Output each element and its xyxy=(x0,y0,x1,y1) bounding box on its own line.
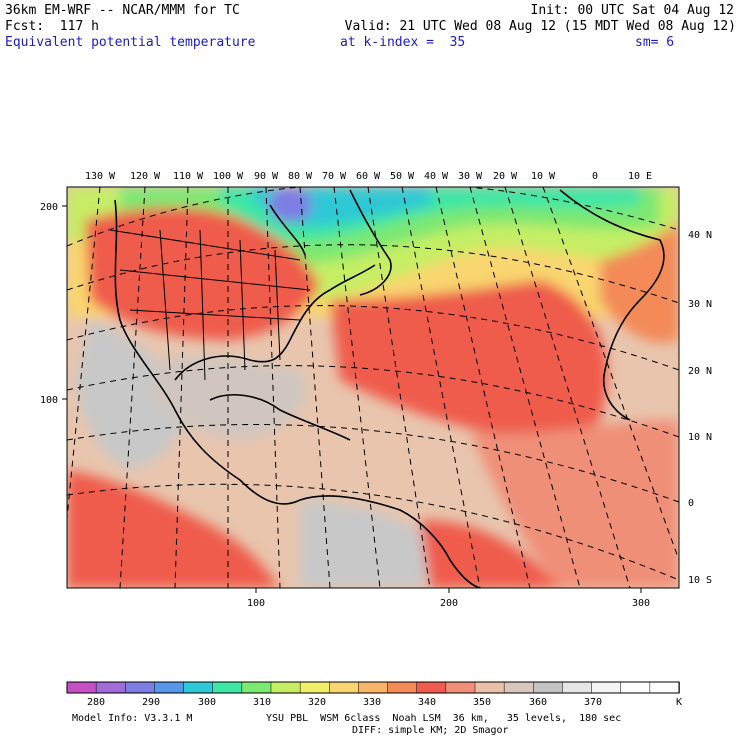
colorbar-tick-label: 280 xyxy=(87,697,105,708)
model-title: 36km EM-WRF -- NCAR/MMM for TC xyxy=(5,3,240,18)
temperature-field xyxy=(67,187,679,588)
colorbar-tick-label: 330 xyxy=(363,697,381,708)
map-ticks xyxy=(62,205,642,593)
colorbar-swatch xyxy=(533,681,564,694)
lon-label: 110 W xyxy=(173,171,204,182)
colorbar-tick-label: 350 xyxy=(473,697,491,708)
colorbar-tick-label: 340 xyxy=(418,697,436,708)
forecast-hour: Fcst: 117 h xyxy=(5,19,99,34)
colorbar-swatch xyxy=(474,681,505,694)
grid-label: 100 xyxy=(247,598,265,609)
colorbar-swatch xyxy=(591,681,622,694)
colorbar-swatch xyxy=(125,681,156,694)
model-info: Model Info: V3.3.1 M xyxy=(72,713,193,724)
lon-label: 0 xyxy=(592,171,598,182)
colorbar-swatch xyxy=(329,681,360,694)
colorbar-unit: K xyxy=(676,697,682,708)
valid-time: Valid: 21 UTC Wed 08 Aug 12 (15 MDT Wed … xyxy=(344,19,736,34)
map-frame xyxy=(66,186,680,589)
colorbar-swatch xyxy=(270,681,301,694)
colorbar-tick-label: 300 xyxy=(198,697,216,708)
field-name: Equivalent potential temperature xyxy=(5,35,256,50)
coastlines xyxy=(114,189,665,588)
colorbar-swatch xyxy=(562,681,593,694)
colorbar-swatch xyxy=(649,681,680,694)
colorbar-swatch xyxy=(212,681,243,694)
init-time: Init: 00 UTC Sat 04 Aug 12 xyxy=(530,3,735,18)
lon-label: 130 W xyxy=(85,171,116,182)
lon-label: 90 W xyxy=(254,171,279,182)
colorbar-swatches xyxy=(66,681,680,694)
colorbar-tick-label: 360 xyxy=(529,697,547,708)
lon-label: 120 W xyxy=(130,171,161,182)
colorbar-swatch xyxy=(183,681,214,694)
lat-label: 20 N xyxy=(688,366,712,377)
lat-label: 10 N xyxy=(688,432,712,443)
lon-label: 30 W xyxy=(458,171,483,182)
colorbar-tick-label: 320 xyxy=(308,697,326,708)
colorbar-swatch xyxy=(299,681,331,694)
colorbar-swatch xyxy=(503,681,535,694)
colorbar-swatch xyxy=(95,681,127,694)
lat-label: 30 N xyxy=(688,299,712,310)
grid-label: 200 xyxy=(440,598,458,609)
diffusion-info: DIFF: simple KM; 2D Smagor xyxy=(352,725,509,736)
colorbar-swatch xyxy=(66,681,97,694)
physics-info: YSU PBL WSM 6class Noah LSM 36 km, 35 le… xyxy=(266,713,622,724)
colorbar-swatch xyxy=(416,681,447,694)
colorbar-tick-label: 310 xyxy=(253,697,271,708)
lon-label: 40 W xyxy=(424,171,449,182)
colorbar-swatch xyxy=(620,681,651,694)
colorbar-tick-label: 370 xyxy=(584,697,602,708)
lat-label: 10 S xyxy=(688,575,712,586)
lat-lon-grid xyxy=(67,187,679,588)
grid-label: 100 xyxy=(40,395,58,406)
smoothing-label: sm= 6 xyxy=(635,35,675,50)
colorbar-swatch xyxy=(445,681,476,694)
grid-label: 200 xyxy=(40,202,58,213)
level-label: at k-index = 35 xyxy=(340,35,466,50)
colorbar-tick-label: 290 xyxy=(142,697,160,708)
lon-label: 20 W xyxy=(493,171,518,182)
lon-label: 10 E xyxy=(628,171,652,182)
grid-label: 300 xyxy=(632,598,650,609)
colorbar-swatch xyxy=(241,681,272,694)
political-borders xyxy=(109,229,311,381)
lon-label: 100 W xyxy=(213,171,244,182)
lat-label: 40 N xyxy=(688,230,712,241)
colorbar-frame xyxy=(66,681,680,694)
lon-label: 10 W xyxy=(531,171,556,182)
lat-label: 0 xyxy=(688,498,694,509)
colorbar-swatch xyxy=(154,681,185,694)
lon-label: 50 W xyxy=(390,171,415,182)
lon-label: 60 W xyxy=(356,171,381,182)
lon-label: 80 W xyxy=(288,171,313,182)
colorbar-swatch xyxy=(387,681,418,694)
colorbar-swatch xyxy=(358,681,389,694)
lon-label: 70 W xyxy=(322,171,347,182)
